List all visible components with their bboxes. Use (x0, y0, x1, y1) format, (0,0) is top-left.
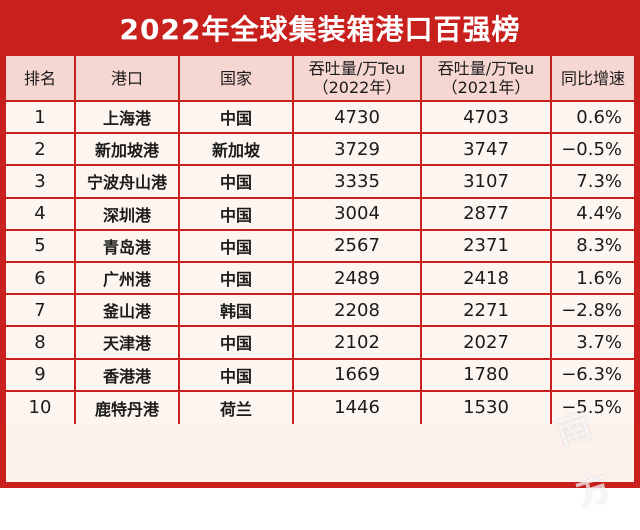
cell-rank: 4 (6, 198, 76, 231)
cell-rank: 5 (6, 230, 76, 263)
cell-port: 新加坡港 (76, 134, 180, 167)
header-throughput-2022: 吞吐量/万Teu （2022年） (294, 56, 422, 102)
cell-port: 鹿特丹港 (76, 391, 180, 424)
cell-country: 中国 (180, 327, 294, 360)
cell-growth: 8.3% (552, 230, 634, 263)
cell-port: 深圳港 (76, 198, 180, 231)
cell-rank: 9 (6, 359, 76, 392)
cell-country: 韩国 (180, 295, 294, 328)
cell-rank: 8 (6, 327, 76, 360)
cell-port: 青岛港 (76, 230, 180, 263)
cell-country: 新加坡 (180, 134, 294, 167)
cell-growth: 1.6% (552, 262, 634, 296)
cell-throughput-2021: 2371 (422, 230, 552, 263)
header-rank: 排名 (6, 56, 76, 102)
cell-rank: 10 (6, 391, 76, 424)
cell-throughput-2022: 3004 (294, 198, 422, 231)
table-row: 3 宁波舟山港 中国 3335 3107 7.3% (6, 166, 634, 199)
cell-growth: −6.3% (552, 359, 634, 392)
port-ranking-table: 排名 港口 国家 吞吐量/万Teu （2022年） 吞吐量/万Teu （2021… (6, 56, 634, 424)
cell-growth: 4.4% (552, 198, 634, 231)
cell-growth: 0.6% (552, 102, 634, 135)
cell-throughput-2022: 3335 (294, 166, 422, 199)
header-row: 排名 港口 国家 吞吐量/万Teu （2022年） 吞吐量/万Teu （2021… (6, 56, 634, 102)
cell-throughput-2021: 3747 (422, 134, 552, 167)
cell-throughput-2021: 2418 (422, 262, 552, 296)
table-row: 2 新加坡港 新加坡 3729 3747 −0.5% (6, 134, 634, 167)
cell-rank: 6 (6, 262, 76, 296)
cell-throughput-2021: 2271 (422, 295, 552, 328)
cell-country: 中国 (180, 166, 294, 199)
cell-throughput-2021: 3107 (422, 166, 552, 199)
header-growth: 同比增速 (552, 56, 634, 102)
cell-country: 中国 (180, 102, 294, 135)
table-row: 10 鹿特丹港 荷兰 1446 1530 −5.5% (6, 391, 634, 424)
cell-port: 宁波舟山港 (76, 166, 180, 199)
cell-throughput-2021: 4703 (422, 102, 552, 135)
cell-country: 中国 (180, 359, 294, 392)
header-throughput-2021: 吞吐量/万Teu （2021年） (422, 56, 552, 102)
cell-throughput-2022: 2567 (294, 230, 422, 263)
cell-growth: −2.8% (552, 295, 634, 328)
table-row: 7 釜山港 韩国 2208 2271 −2.8% (6, 295, 634, 328)
cell-country: 中国 (180, 262, 294, 296)
header-throughput-2022-year: （2022年） (312, 78, 402, 97)
table-row: 1 上海港 中国 4730 4703 0.6% (6, 102, 634, 135)
cell-country: 中国 (180, 198, 294, 231)
cell-country: 中国 (180, 230, 294, 263)
header-throughput-2022-unit: 吞吐量/万Teu (308, 59, 406, 78)
cell-growth: 7.3% (552, 166, 634, 199)
cell-rank: 2 (6, 134, 76, 167)
table-row: 6 广州港 中国 2489 2418 1.6% (6, 262, 634, 296)
cell-throughput-2021: 2877 (422, 198, 552, 231)
cell-throughput-2021: 1780 (422, 359, 552, 392)
cell-rank: 7 (6, 295, 76, 328)
cell-throughput-2022: 2489 (294, 262, 422, 296)
table-frame: 2022年全球集装箱港口百强榜 排名 港口 国家 吞吐量/万Teu （2022年… (0, 0, 640, 488)
cell-throughput-2021: 2027 (422, 327, 552, 360)
header-throughput-2021-unit: 吞吐量/万Teu (437, 59, 535, 78)
table-row: 4 深圳港 中国 3004 2877 4.4% (6, 198, 634, 231)
cell-port: 香港港 (76, 359, 180, 392)
cell-growth: −0.5% (552, 134, 634, 167)
cell-port: 上海港 (76, 102, 180, 135)
table-row: 9 香港港 中国 1669 1780 −6.3% (6, 359, 634, 392)
header-throughput-2021-year: （2021年） (441, 78, 531, 97)
cell-rank: 3 (6, 166, 76, 199)
header-port: 港口 (76, 56, 180, 102)
page-title: 2022年全球集装箱港口百强榜 (119, 13, 521, 46)
cell-throughput-2022: 4730 (294, 102, 422, 135)
cell-growth: −5.5% (552, 391, 634, 424)
cell-throughput-2022: 3729 (294, 134, 422, 167)
table-row: 5 青岛港 中国 2567 2371 8.3% (6, 230, 634, 263)
cell-port: 广州港 (76, 262, 180, 296)
cell-throughput-2022: 2208 (294, 295, 422, 328)
cell-throughput-2021: 1530 (422, 391, 552, 424)
ranking-table-container: 排名 港口 国家 吞吐量/万Teu （2022年） 吞吐量/万Teu （2021… (6, 56, 634, 482)
cell-port: 天津港 (76, 327, 180, 360)
cell-country: 荷兰 (180, 391, 294, 424)
cell-throughput-2022: 1446 (294, 391, 422, 424)
cell-growth: 3.7% (552, 327, 634, 360)
header-country: 国家 (180, 56, 294, 102)
cell-throughput-2022: 2102 (294, 327, 422, 360)
cell-port: 釜山港 (76, 295, 180, 328)
cell-throughput-2022: 1669 (294, 359, 422, 392)
cell-rank: 1 (6, 102, 76, 135)
table-row: 8 天津港 中国 2102 2027 3.7% (6, 327, 634, 360)
